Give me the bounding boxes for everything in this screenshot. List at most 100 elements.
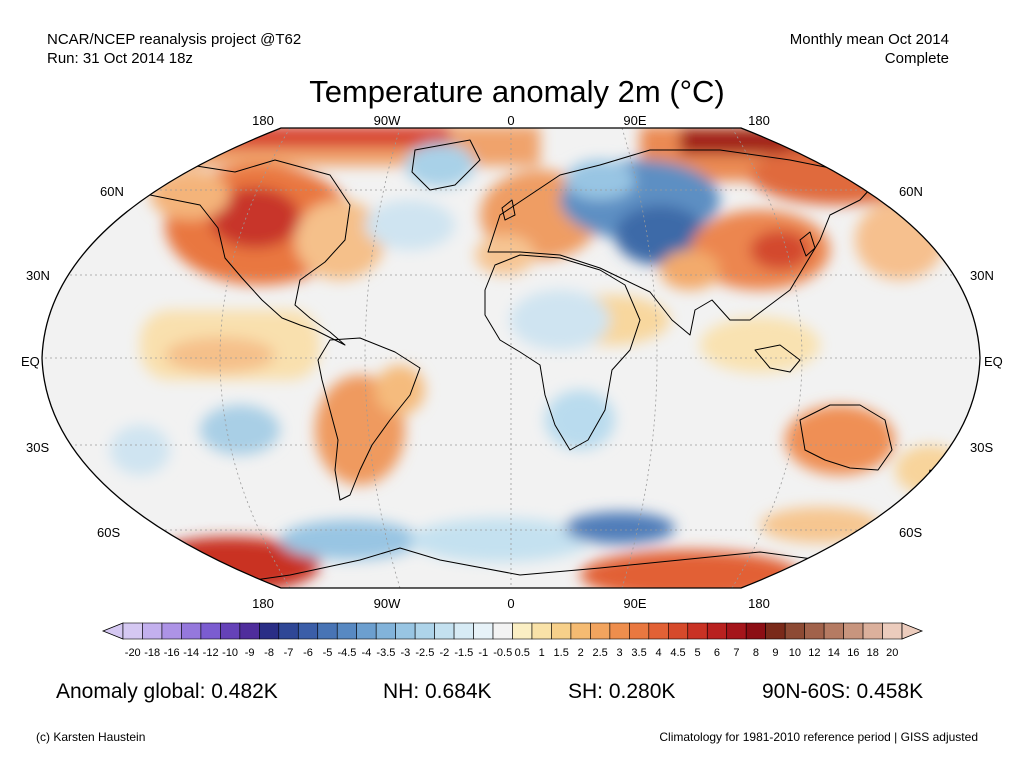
colorbar-tick-label: 1	[538, 647, 545, 659]
stat-nh: NH: 0.684K	[383, 680, 492, 703]
colorbar-cell	[862, 622, 883, 640]
colorbar-cell	[356, 622, 377, 640]
colorbar-cell	[551, 622, 572, 640]
anomaly-patch-southern-ocean-east	[760, 507, 880, 543]
colorbar-cell	[629, 622, 650, 640]
colorbar-tick-label: 10	[788, 647, 801, 659]
colorbar-tick-label: -1	[478, 647, 489, 659]
colorbar-cell	[181, 622, 202, 640]
colorbar-tick-label: 12	[808, 647, 821, 659]
colorbar-tick-label: -6	[303, 647, 313, 659]
coastline-south-america	[317, 337, 421, 501]
lon-label-bottom-0: 0	[507, 596, 515, 611]
lon-label-top-90w: 90W	[373, 113, 401, 128]
colorbar-cell	[726, 622, 747, 640]
colorbar-tick-label: -8	[264, 647, 274, 659]
stat-global: Anomaly global: 0.482K	[56, 680, 278, 703]
colorbar-tick-label: -7	[283, 647, 294, 659]
colorbar-tick-label: -4	[361, 647, 372, 659]
colorbar-tick-label: 16	[847, 647, 860, 659]
colorbar-tick-label: 7	[733, 647, 740, 659]
lon-label-bottom-180w: 180	[252, 596, 274, 611]
lat-label-left-eq: EQ	[21, 354, 40, 369]
colorbar-tick-label: -18	[144, 647, 161, 659]
lat-label-left-30n: 30N	[26, 268, 50, 283]
anomaly-patch-south-indian-cold	[565, 512, 675, 544]
colorbar-tick-label: 9	[772, 647, 779, 659]
source-label: NCAR/NCEP reanalysis project @T62	[47, 31, 302, 48]
colorbar-cell	[161, 622, 182, 640]
colorbar-cell	[823, 622, 844, 640]
colorbar-cell	[590, 622, 611, 640]
anomaly-patch-weddell-cool	[410, 518, 590, 562]
anomaly-field	[42, 128, 980, 588]
coastline-australia	[799, 404, 893, 471]
lon-label-top-90e: 90E	[623, 113, 647, 128]
colorbar-tick-label: 8	[752, 647, 759, 659]
anomaly-patch-south-pacific-cool	[200, 405, 280, 455]
coastline-maritime-continent	[754, 344, 801, 373]
colorbar-tick-label: -9	[244, 647, 255, 659]
anomaly-patch-sahara-cool	[510, 290, 610, 350]
graticule-120e	[731, 128, 803, 588]
anomaly-patch-central-asia	[660, 250, 720, 290]
colorbar-cell	[784, 622, 805, 640]
colorbar-tick-label: 4	[655, 647, 662, 659]
anomaly-patch-greenland-cool	[405, 143, 475, 187]
lon-label-bottom-90e: 90E	[623, 596, 647, 611]
colorbar-cell	[667, 622, 689, 640]
colorbar-tick-label: 2	[577, 647, 584, 659]
graticule	[42, 128, 980, 588]
lon-label-bottom-90w: 90W	[373, 596, 401, 611]
colorbar-underflow-arrow	[101, 622, 124, 640]
colorbar-tick-label: -14	[183, 647, 200, 659]
colorbar-cell	[648, 622, 669, 640]
colorbar-tick-label: -5	[322, 647, 333, 659]
colorbar-cell	[706, 622, 728, 640]
coastline-africa	[484, 254, 641, 451]
lat-label-left-30s: 30S	[26, 440, 50, 455]
lat-label-left-60s: 60S	[97, 525, 121, 540]
colorbar-cell	[882, 622, 903, 640]
colorbar-tick-label: -3.5	[376, 647, 396, 659]
lat-label-right-60n: 60N	[899, 184, 923, 199]
colorbar-cell	[200, 622, 221, 640]
status-label: Complete	[884, 50, 949, 67]
lat-label-left-60n: 60N	[100, 184, 124, 199]
anomaly-patch-west-pacific-warm	[700, 317, 820, 373]
colorbar-tick-label: 3.5	[631, 647, 647, 659]
colorbar-cell	[375, 622, 396, 640]
colorbar-tick-label: 1.5	[553, 647, 569, 659]
colorbar-tick-label: -2.5	[415, 647, 435, 659]
colorbar-cell	[220, 622, 241, 640]
colorbar-tick-label: 3	[616, 647, 623, 659]
anomaly-patch-eastern-us	[295, 200, 385, 280]
coastline-eurasia	[487, 149, 881, 336]
colorbar-tick-label: -3	[400, 647, 411, 659]
colorbar-cell	[570, 622, 591, 640]
anomaly-patch-southern-africa-cool	[545, 390, 615, 450]
anomaly-patch-south-pacific-west-cool	[110, 425, 170, 475]
colorbar-tick-label: -12	[202, 647, 219, 659]
credit-label: (c) Karsten Haustein	[36, 730, 146, 744]
colorbar-tick-label: 6	[713, 647, 721, 659]
colorbar-cell	[297, 622, 319, 640]
globe-outline	[41, 127, 981, 589]
anomaly-patch-australia	[785, 405, 895, 475]
colorbar-tick-label: 5	[694, 647, 701, 659]
colorbar-tick-label: 14	[827, 647, 840, 659]
colorbar-cell	[765, 622, 786, 640]
period-label: Monthly mean Oct 2014	[789, 31, 949, 48]
anomaly-patch-china-hot	[750, 230, 810, 270]
colorbar-cell	[453, 622, 474, 640]
lat-label-right-30s: 30S	[970, 440, 994, 455]
colorbar-cell	[336, 622, 358, 640]
anomaly-patch-western-canada	[210, 188, 300, 248]
colorbar-cell	[804, 622, 825, 640]
coastline-north-america	[149, 159, 351, 346]
colorbar-cell	[531, 622, 552, 640]
colorbar-tick-label: -4.5	[337, 647, 357, 659]
graticule-120w	[219, 128, 291, 588]
colorbar-tick-label: -0.5	[493, 647, 513, 659]
